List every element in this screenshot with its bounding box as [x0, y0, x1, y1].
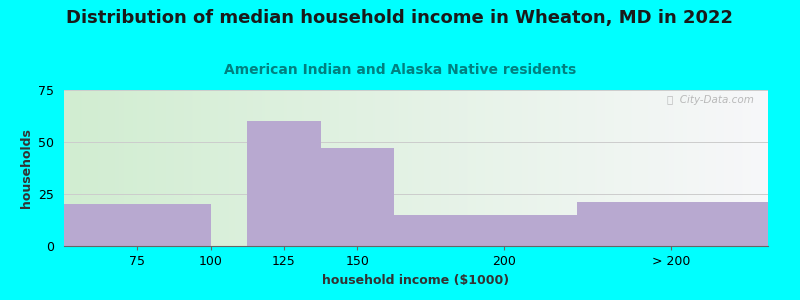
- Y-axis label: households: households: [20, 128, 33, 208]
- Text: ⓘ  City-Data.com: ⓘ City-Data.com: [667, 95, 754, 105]
- Bar: [247, 121, 321, 246]
- Bar: [394, 215, 578, 246]
- Text: Distribution of median household income in Wheaton, MD in 2022: Distribution of median household income …: [66, 9, 734, 27]
- X-axis label: household income ($1000): household income ($1000): [322, 274, 510, 286]
- Bar: [578, 202, 768, 246]
- Bar: [64, 204, 210, 246]
- Bar: [321, 148, 394, 246]
- Text: American Indian and Alaska Native residents: American Indian and Alaska Native reside…: [224, 63, 576, 77]
